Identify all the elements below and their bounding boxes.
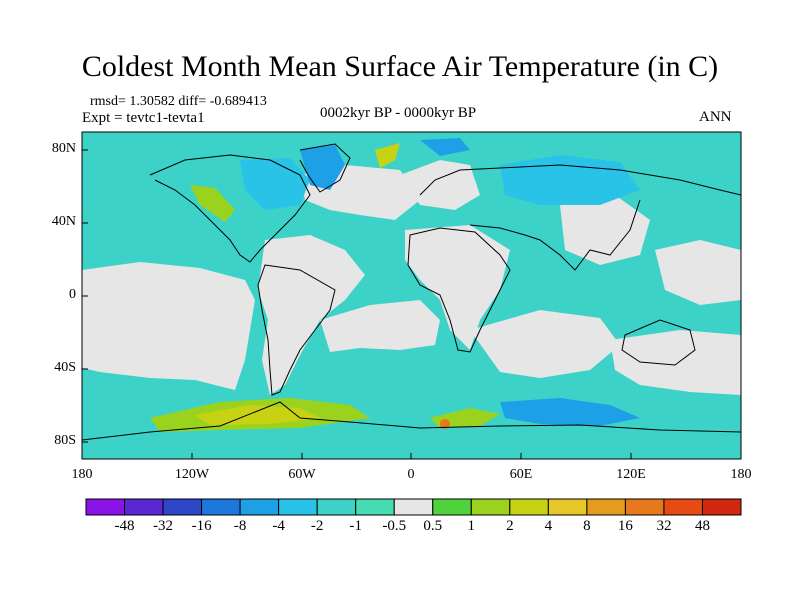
colorbar-label-11: 4 [544,518,553,534]
colorbar-label-10: 2 [506,518,514,534]
lat-label-80s: 80S [54,433,76,448]
lat-label-40n: 40N [51,214,76,229]
colorbar-box-13 [586,498,626,516]
colorbar-label-8: 0.5 [423,518,443,534]
field-neutral-africa [405,225,510,350]
colorbar-label-12: 8 [583,518,591,534]
colorbar-label-4: -4 [272,518,285,534]
colorbar-box-15 [663,498,703,516]
field-cool-siberia [500,155,640,205]
coast-africa [407,227,511,353]
coast-australia [621,319,696,366]
colorbar-box-2 [162,498,203,516]
period-text: 0002kyr BP - 0000kyr BP [320,105,477,121]
colorbar-label-13: 16 [617,518,633,534]
field-neutral-atlantic [320,300,440,352]
colorbar-box-3 [201,498,241,516]
lon-label-120e: 120E [616,467,646,482]
colorbar-box-1 [124,498,164,516]
field-neutral-asia [560,195,650,265]
lon-label-0: 0 [407,467,415,482]
lon-label-60e: 60E [509,467,533,482]
colorbar-label-0: -48 [114,518,135,534]
season-text: ANN [699,109,732,125]
coastlines [82,143,741,441]
field-neutral-south-pacific [610,330,741,395]
colorbar-label-1: -32 [153,518,174,534]
experiment-text: Expt = tevtc1-tevta1 [82,110,205,126]
temperature-field [82,132,741,459]
coast-antarctica [82,401,741,441]
colorbar-label-5: -2 [310,518,324,534]
lat-label-40s: 40S [54,360,76,375]
lat-label-80n: 80N [51,141,76,156]
lon-label-60w: 60W [288,467,316,482]
field-warm-spot [440,419,450,429]
colorbar-box-14 [624,498,665,516]
colorbar-box-5 [278,498,318,516]
field-neutral-indian-ocean [470,310,620,378]
colorbar-label-15: 48 [694,518,710,534]
colorbar-box-6 [316,498,357,516]
axis-ticks [82,149,632,459]
field-warm-antarctic-core [195,405,320,425]
colorbar-label-2: -16 [191,518,212,534]
colorbar-label-14: 32 [656,518,672,534]
coast-greenland [299,143,351,193]
coast-europe-asia [419,164,741,271]
coast-south-america [257,264,336,396]
stats-text: rmsd= 1.30582 diff= -0.689413 [90,94,267,109]
lon-label-180e: 180 [730,467,752,482]
colorbar-box-12 [547,498,588,516]
colorbar-box-8 [393,498,434,516]
lon-label-180w: 180 [71,467,93,482]
lat-label-0: 0 [69,287,76,302]
colorbar-box-16 [701,498,742,516]
field-warm-arctic [375,143,400,168]
coast-north-america [149,154,311,263]
colorbar-box-9 [432,498,472,516]
colorbar-box-11 [509,498,549,516]
field-neutral-europe [400,160,480,210]
field-cool-arctic-east [420,138,470,156]
field-neutral-west-pacific [655,240,741,305]
colorbar-box-10 [470,498,511,516]
map-title: Coldest Month Mean Surface Air Temperatu… [81,50,719,83]
colorbar-box-4 [239,498,280,516]
field-cool-southern-ocean [500,398,640,426]
colorbar-label-3: -8 [233,518,247,534]
colorbar-label-9: 1 [467,518,476,534]
colorbar-label-6: -1 [349,518,362,534]
lon-label-120w: 120W [174,467,210,482]
field-neutral-south-america [258,235,365,395]
field-warm-north-pacific [190,185,235,222]
field-neutral-tropical-pacific [82,262,255,390]
colorbar-box-7 [355,498,395,516]
colorbar-label-7: -0.5 [382,518,407,534]
colorbar-box-0 [85,498,126,516]
